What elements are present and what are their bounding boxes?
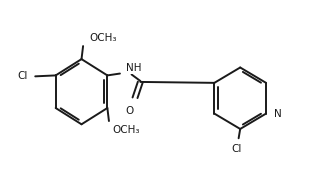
Text: NH: NH	[126, 63, 142, 73]
Text: Cl: Cl	[17, 71, 27, 81]
Text: Cl: Cl	[232, 144, 242, 154]
Text: O: O	[125, 106, 133, 116]
Text: N: N	[274, 109, 282, 119]
Text: OCH₃: OCH₃	[89, 33, 117, 43]
Text: OCH₃: OCH₃	[112, 125, 139, 135]
